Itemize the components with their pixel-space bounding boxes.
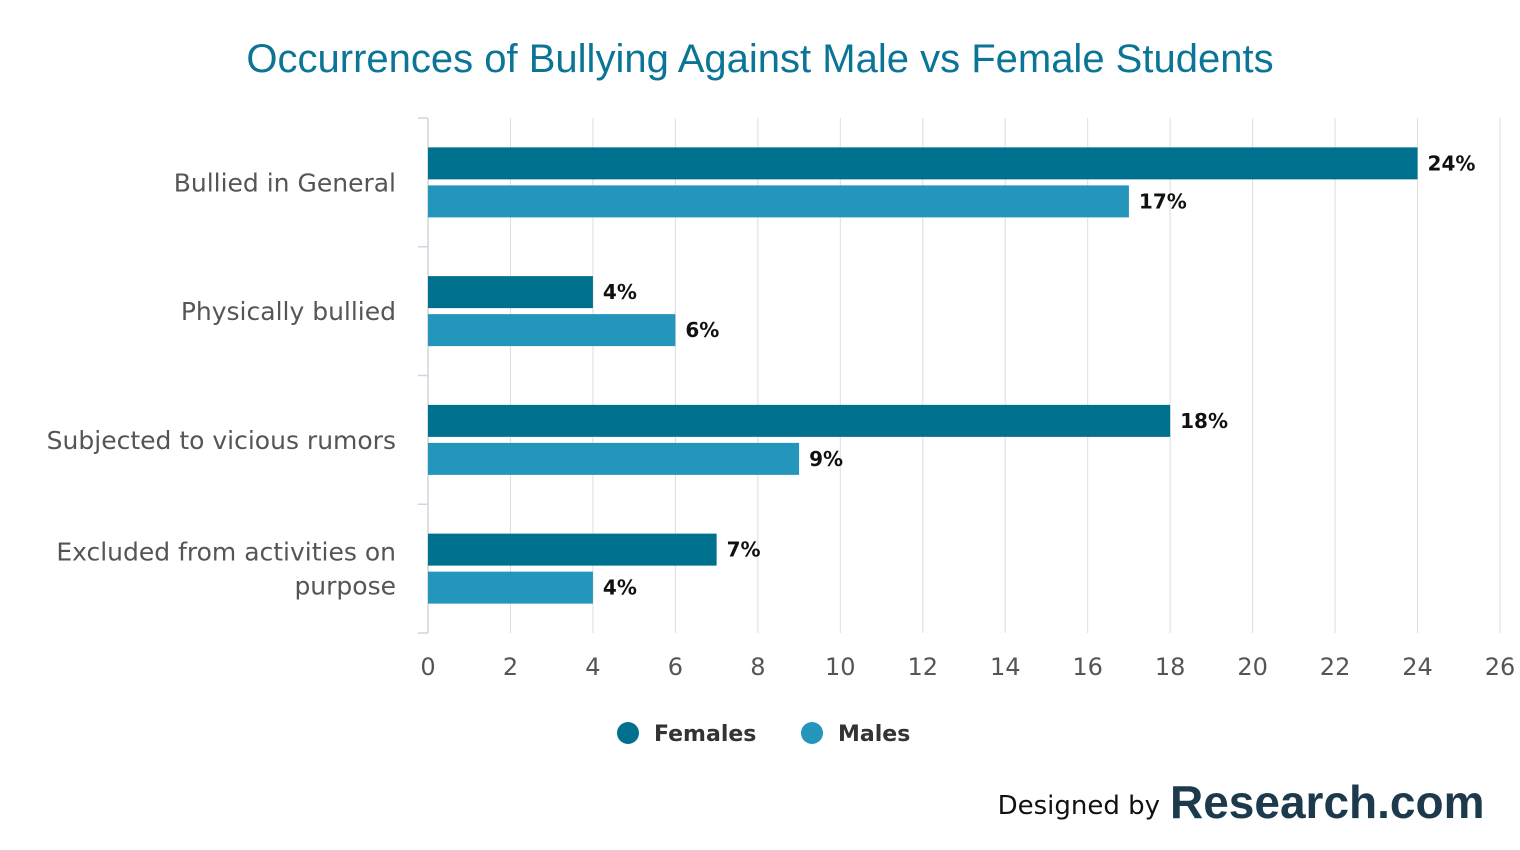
x-tick-label: 0: [420, 653, 435, 681]
data-label: 4%: [603, 576, 637, 600]
category-label: Excluded from activities on: [56, 538, 396, 567]
x-tick-label: 6: [668, 653, 683, 681]
x-tick-label: 22: [1320, 653, 1351, 681]
category-label: purpose: [294, 572, 396, 601]
data-label: 17%: [1139, 189, 1187, 213]
legend-marker-females: [617, 722, 639, 744]
legend-label-females: Females: [654, 722, 756, 747]
data-label: 6%: [685, 318, 719, 342]
x-tick-label: 14: [990, 653, 1021, 681]
category-label: Subjected to vicious rumors: [47, 426, 396, 455]
credit: Designed by Research.com: [998, 776, 1485, 828]
bar-females: [428, 533, 717, 566]
bars: [428, 147, 1418, 604]
legend: Females Males: [617, 722, 910, 747]
category-label: Physically bullied: [181, 297, 396, 326]
chart-title: Occurrences of Bullying Against Male vs …: [246, 37, 1273, 81]
legend-marker-males: [801, 722, 823, 744]
category-label: Bullied in General: [174, 168, 396, 197]
credit-brand: Research: [1170, 776, 1377, 828]
bar-males: [428, 442, 800, 475]
credit-tld: .com: [1377, 776, 1484, 828]
x-tick-label: 12: [907, 653, 938, 681]
x-tick-label: 18: [1155, 653, 1186, 681]
x-tick-labels: 0 2 4 6 8 10 12 14 16 18 20 22 24 26: [420, 653, 1515, 681]
credit-brand-logo: Research.com: [1170, 776, 1485, 828]
x-tick-label: 26: [1485, 653, 1516, 681]
bar-females: [428, 147, 1418, 180]
x-tick-label: 24: [1402, 653, 1433, 681]
x-tick-label: 8: [750, 653, 765, 681]
credit-prefix: Designed by: [998, 791, 1160, 821]
data-labels: 24% 17% 4% 6% 18% 9% 7% 4%: [603, 151, 1475, 599]
data-label: 9%: [809, 447, 843, 471]
data-label: 4%: [603, 280, 637, 304]
bar-females: [428, 276, 593, 309]
bar-males: [428, 314, 676, 347]
data-label: 24%: [1428, 151, 1476, 175]
x-tick-label: 2: [503, 653, 518, 681]
x-tick-label: 10: [825, 653, 856, 681]
data-label: 18%: [1180, 409, 1228, 433]
bar-males: [428, 571, 593, 604]
data-label: 7%: [727, 538, 761, 562]
bar-males: [428, 185, 1129, 218]
bar-females: [428, 404, 1171, 437]
category-labels: Bullied in General Physically bullied Subj…: [47, 168, 396, 600]
legend-label-males: Males: [838, 722, 910, 747]
x-tick-label: 20: [1237, 653, 1268, 681]
x-tick-label: 4: [585, 653, 600, 681]
y-axis: [418, 117, 429, 634]
x-tick-label: 16: [1072, 653, 1103, 681]
